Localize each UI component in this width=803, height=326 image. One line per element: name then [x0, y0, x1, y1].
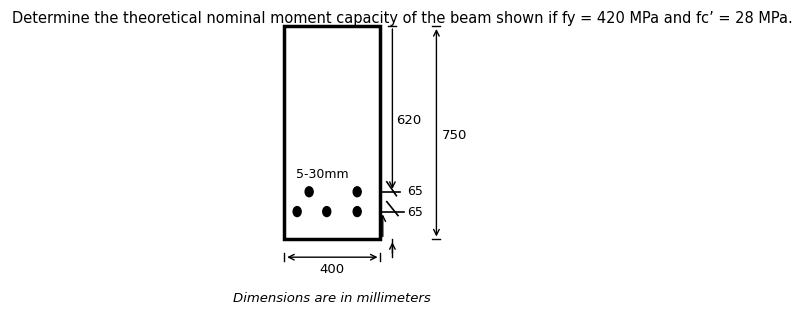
Circle shape	[322, 207, 330, 216]
Circle shape	[353, 207, 361, 216]
Text: 65: 65	[406, 206, 422, 219]
Text: 400: 400	[320, 262, 344, 275]
Bar	[284, 26, 380, 239]
Circle shape	[293, 207, 301, 216]
Text: 750: 750	[442, 129, 467, 142]
Circle shape	[305, 187, 312, 197]
Text: 620: 620	[396, 114, 421, 127]
Text: Dimensions are in millimeters: Dimensions are in millimeters	[233, 292, 430, 305]
Text: 5-30mm: 5-30mm	[296, 169, 349, 181]
Text: 65: 65	[406, 185, 422, 198]
Text: Determine the theoretical nominal moment capacity of the beam shown if fy = 420 : Determine the theoretical nominal moment…	[11, 11, 792, 26]
Circle shape	[353, 187, 361, 197]
